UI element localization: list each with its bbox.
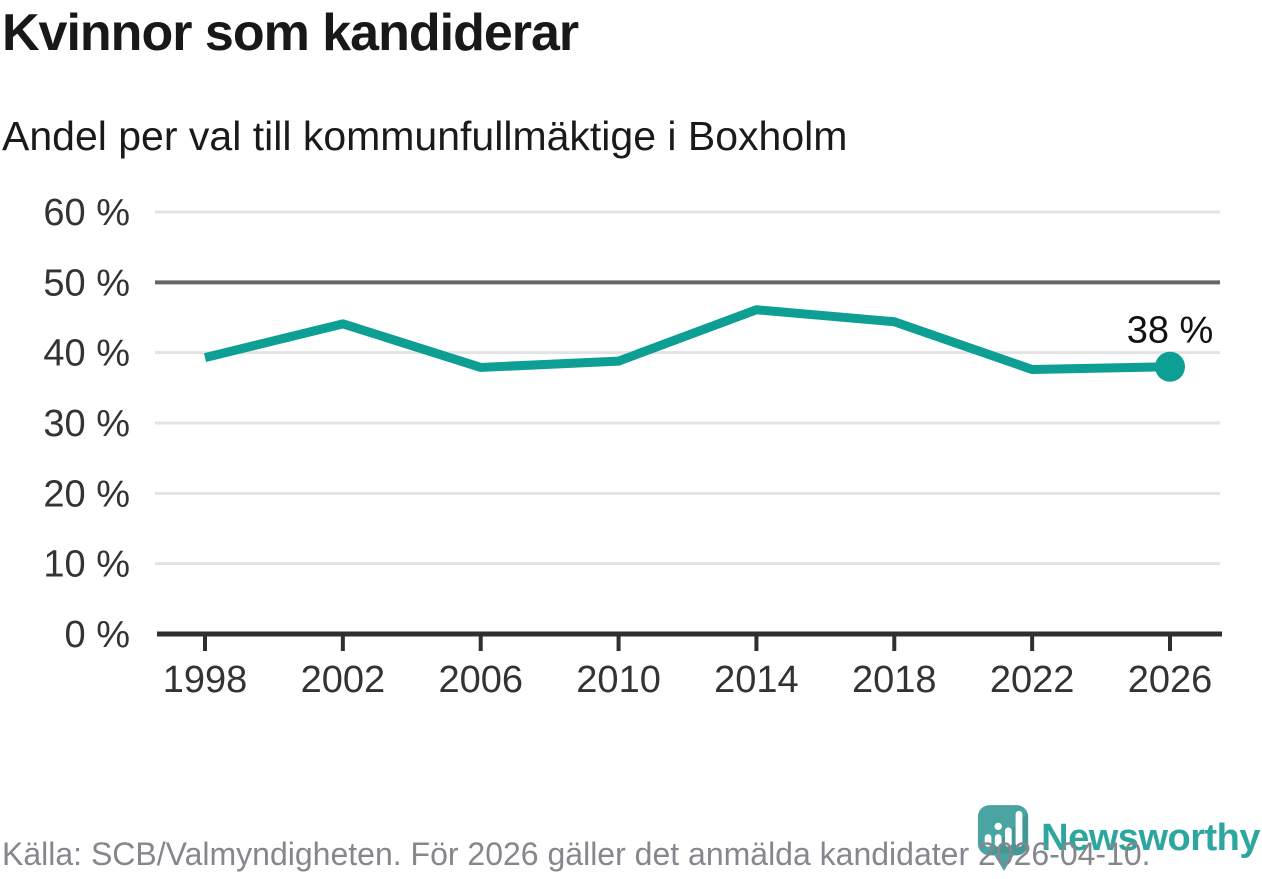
svg-text:2014: 2014: [714, 659, 799, 701]
svg-text:40 %: 40 %: [43, 333, 130, 375]
svg-text:50 %: 50 %: [43, 262, 130, 304]
newsworthy-logo-text: Newsworthy: [1041, 816, 1260, 859]
line-chart: 0 % 10 % 20 % 30 % 40 % 50 % 60 % 1998 2002 2006 2…: [43, 192, 1222, 701]
svg-text:20 %: 20 %: [43, 473, 130, 515]
plot-area: 0 % 10 % 20 % 30 % 40 % 50 % 60 % 1998 2002 2006 2…: [0, 185, 1262, 715]
svg-text:10 %: 10 %: [43, 544, 130, 586]
svg-text:60 %: 60 %: [43, 192, 130, 234]
svg-text:30 %: 30 %: [43, 403, 130, 445]
svg-text:1998: 1998: [163, 659, 248, 701]
newsworthy-logo-icon: [978, 805, 1029, 871]
svg-text:2006: 2006: [438, 659, 523, 701]
end-point-label: 38 %: [1127, 310, 1214, 352]
source-note: Källa: SCB/Valmyndigheten. För 2026 gäll…: [2, 836, 1151, 872]
chart-title: Kvinnor som kandiderar: [2, 4, 579, 62]
svg-text:2026: 2026: [1128, 659, 1213, 701]
svg-text:2022: 2022: [990, 659, 1075, 701]
svg-text:2002: 2002: [301, 659, 386, 701]
svg-text:2010: 2010: [576, 659, 661, 701]
svg-text:0 %: 0 %: [65, 614, 130, 656]
newsworthy-logo: Newsworthy: [975, 803, 1260, 873]
svg-text:2018: 2018: [852, 659, 937, 701]
chart-subtitle: Andel per val till kommunfullmäktige i B…: [2, 113, 848, 159]
